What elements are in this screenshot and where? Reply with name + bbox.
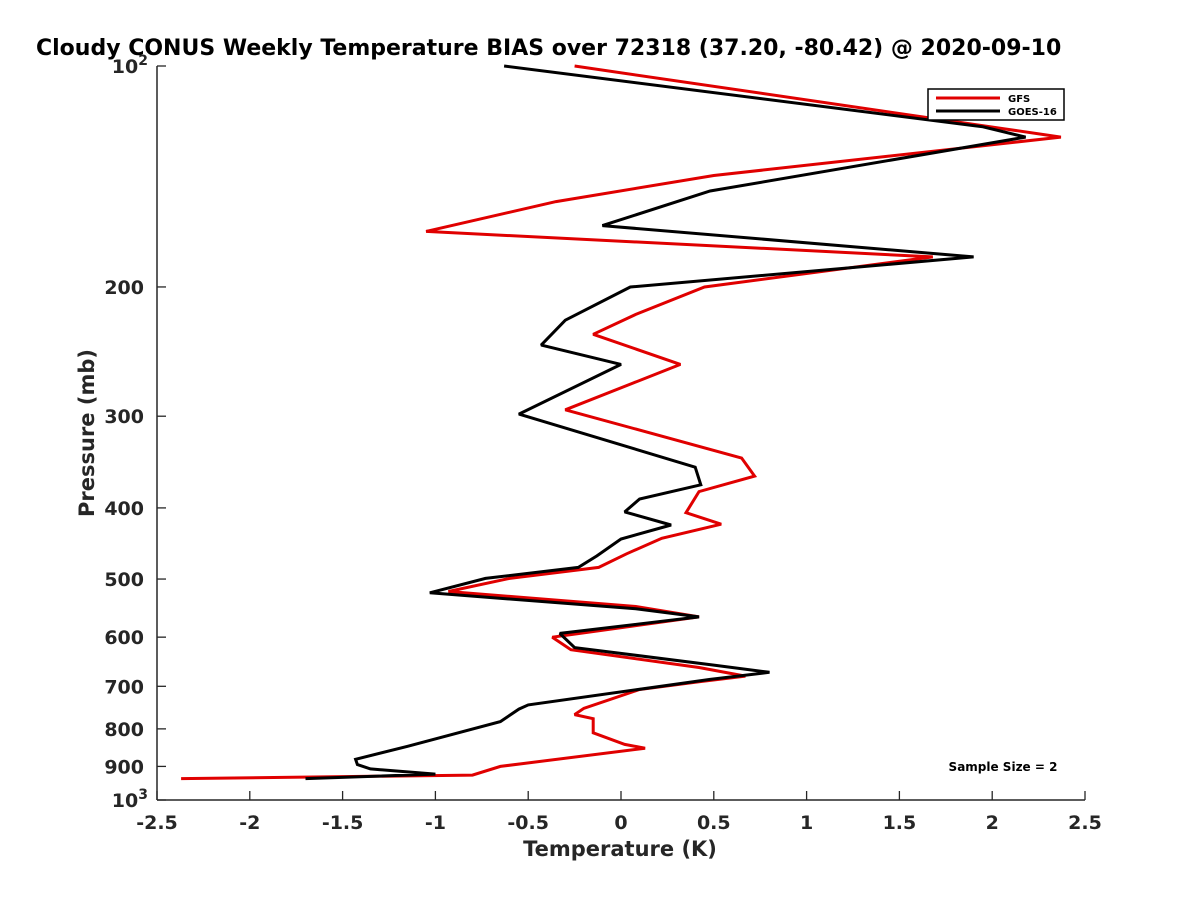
- series-line-goes-16: [305, 64, 1026, 781]
- chart-title: Cloudy CONUS Weekly Temperature BIAS ove…: [36, 36, 1061, 61]
- sample-size-annotation: Sample Size = 2: [949, 760, 1058, 774]
- series-line-gfs: [181, 64, 1062, 781]
- x-tick-label: 1: [800, 812, 813, 834]
- y-tick-label: 600: [104, 627, 144, 649]
- y-tick-label: 400: [104, 498, 144, 520]
- legend-box: [927, 88, 1065, 121]
- y-tick-exponent: 3: [138, 787, 148, 803]
- x-tick-label: -2.5: [136, 812, 178, 834]
- x-tick-label: 2.5: [1068, 812, 1102, 834]
- legend-label: GOES-16: [1008, 107, 1057, 118]
- y-axis-label: Pressure (mb): [75, 349, 99, 517]
- y-tick-label: 300: [104, 406, 144, 428]
- legend-label: GFS: [1008, 94, 1030, 105]
- y-tick-label: 800: [104, 719, 144, 741]
- x-tick-label: -1: [425, 812, 446, 834]
- legend[interactable]: GFS GOES-16: [927, 88, 1065, 121]
- x-axis-ticks: -2.5 -2 -1.5 -1 -0.5 0 0.5 1 1.5 2 2.5: [136, 791, 1102, 834]
- y-tick-label: 500: [104, 569, 144, 591]
- y-tick-label: 700: [104, 676, 144, 698]
- y-tick-label: 103: [112, 787, 148, 812]
- x-tick-label: 0.5: [697, 812, 731, 834]
- x-axis-label: Temperature (K): [523, 837, 717, 861]
- x-tick-label: 0: [614, 812, 627, 834]
- y-tick-label: 200: [104, 277, 144, 299]
- x-tick-label: 1.5: [883, 812, 917, 834]
- x-tick-label: -2: [239, 812, 260, 834]
- y-tick-base: 10: [112, 790, 138, 812]
- plot-series: [181, 64, 1062, 781]
- y-tick-label: 900: [104, 756, 144, 778]
- x-tick-label: 2: [986, 812, 999, 834]
- x-tick-label: -1.5: [322, 812, 364, 834]
- y-tick-label: 102: [112, 53, 148, 78]
- y-tick-base: 10: [112, 56, 138, 78]
- y-tick-exponent: 2: [138, 53, 148, 69]
- x-tick-label: -0.5: [507, 812, 549, 834]
